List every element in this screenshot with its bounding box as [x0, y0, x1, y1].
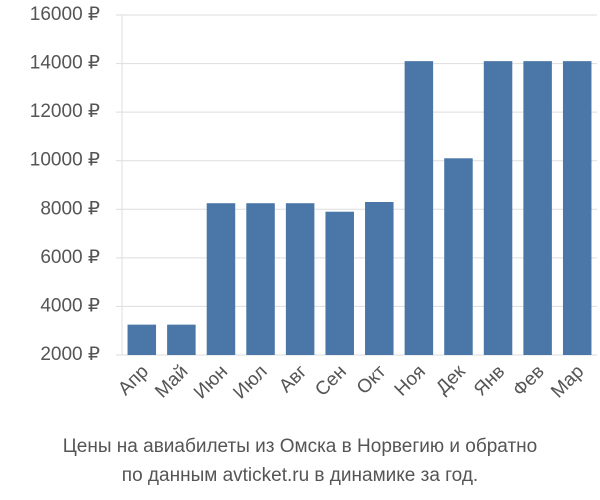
x-tick-label: Июн — [190, 361, 232, 403]
bar — [325, 211, 354, 355]
bar — [523, 61, 552, 356]
x-tick-label: Июл — [229, 361, 271, 403]
bar — [167, 324, 196, 355]
x-tick-label: Сен — [311, 361, 350, 400]
x-tick-label: Мар — [547, 361, 588, 402]
x-tick-label: Авг — [275, 361, 311, 397]
bar — [206, 203, 236, 355]
chart-title: Цены на авиабилеты из Омска в Норвегию и… — [63, 436, 537, 457]
bar — [127, 324, 157, 355]
x-tick-label: Янв — [470, 361, 509, 400]
bar — [444, 158, 473, 355]
x-tick-label: Окт — [353, 361, 391, 399]
x-tick-label: Апр — [114, 361, 153, 400]
bar — [404, 61, 434, 356]
y-tick-label: 12000 ₽ — [30, 101, 100, 122]
x-tick-label: Фев — [509, 361, 549, 401]
bar — [246, 203, 275, 355]
y-tick-label: 6000 ₽ — [40, 247, 100, 268]
bar — [562, 61, 592, 356]
bar — [365, 202, 394, 355]
y-tick-label: 16000 ₽ — [30, 4, 100, 25]
x-tick-label: Дек — [432, 361, 470, 399]
x-tick-label: Май — [151, 361, 192, 402]
bar — [285, 203, 315, 355]
y-tick-label: 2000 ₽ — [40, 344, 100, 365]
bar — [483, 61, 513, 356]
chart-subtitle: по данным avticket.ru в динамике за год. — [122, 465, 478, 486]
y-tick-label: 4000 ₽ — [40, 295, 100, 316]
y-tick-label: 14000 ₽ — [30, 53, 100, 74]
y-tick-label: 10000 ₽ — [30, 150, 100, 171]
x-tick-label: Ноя — [391, 361, 430, 400]
y-tick-label: 8000 ₽ — [40, 198, 100, 219]
